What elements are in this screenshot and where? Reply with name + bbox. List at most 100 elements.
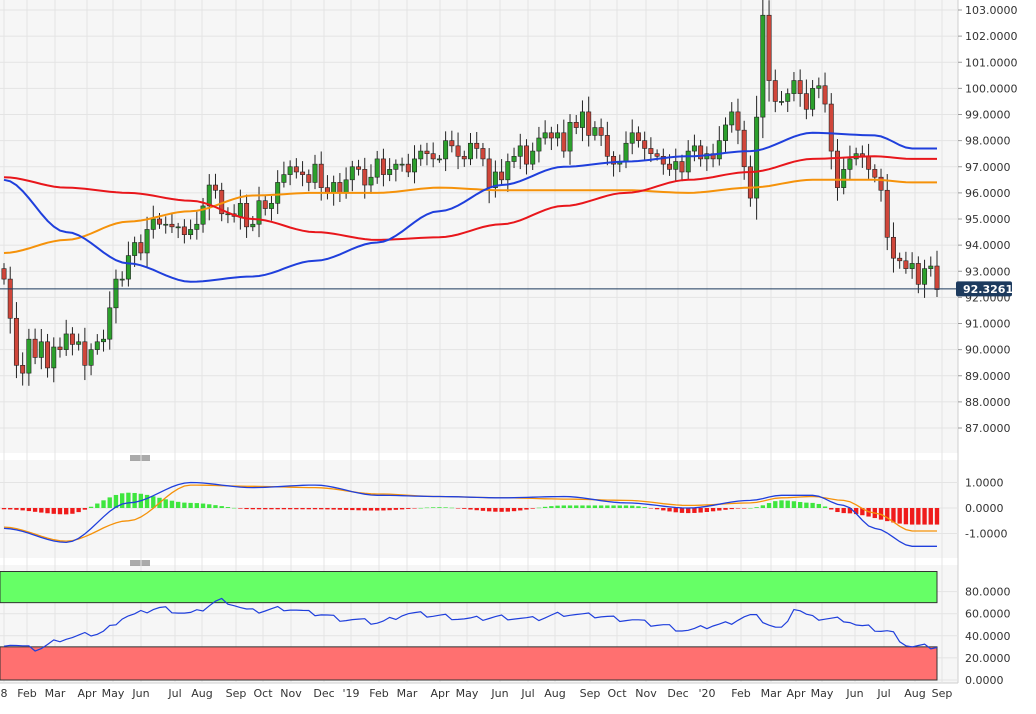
rsi-tick-label: 40.0000 [965, 630, 1011, 643]
fast-ma-line [3, 131, 937, 283]
macd-histogram-bar [891, 508, 896, 523]
rsi-line [3, 597, 938, 652]
candle-up [387, 169, 393, 175]
candle-down [878, 176, 884, 191]
macd-histogram-bar [399, 508, 405, 510]
macd-histogram-bar [810, 502, 815, 508]
macd-histogram-bar [263, 508, 268, 510]
candle-up [150, 218, 156, 230]
x-tick-label: '19 [342, 687, 359, 700]
macd-histogram-bar [287, 508, 293, 510]
macd-histogram-bar [300, 508, 305, 510]
macd-histogram-bar [95, 503, 100, 508]
candle-down [138, 242, 144, 254]
candle-up [579, 111, 585, 128]
macd-histogram-bar [20, 508, 25, 511]
macd-histogram-bar [642, 507, 647, 508]
candle-up [567, 122, 573, 152]
candle-down [461, 156, 467, 160]
candle-up [88, 349, 94, 366]
candle-down [486, 158, 492, 188]
macd-histogram-bar [431, 507, 436, 508]
candle-up [94, 341, 100, 350]
macd-histogram-bar [113, 494, 119, 508]
macd-histogram-bar [499, 508, 504, 512]
candle-up [517, 145, 523, 157]
candle-down [747, 166, 753, 199]
macd-histogram-bar [32, 508, 38, 512]
macd-layer [1, 481, 940, 547]
macd-histogram-bar [493, 508, 498, 512]
candle-up [63, 333, 69, 350]
candle-up [399, 163, 405, 166]
macd-histogram-bar [225, 507, 231, 508]
candle-up [779, 101, 784, 103]
candle-up [343, 179, 349, 194]
macd-histogram-bar [561, 505, 566, 508]
macd-histogram-bar [343, 508, 349, 510]
macd-histogram-bar [144, 494, 150, 508]
candle-up [368, 176, 374, 186]
candle-up [436, 158, 442, 161]
macd-histogram-bar [468, 508, 473, 510]
candle-up [592, 127, 598, 136]
macd-histogram-bar [26, 508, 32, 512]
macd-histogram-bar [126, 492, 131, 508]
y-tick-label: 95.0000 [965, 213, 1011, 226]
macd-histogram-bar [766, 503, 772, 508]
candle-down [934, 265, 940, 290]
macd-histogram-bar [437, 507, 442, 508]
macd-histogram-bar [424, 507, 430, 509]
candle-down [430, 153, 436, 160]
macd-histogram-bar [51, 508, 56, 514]
macd-histogram-bar [462, 508, 467, 509]
candle-up [443, 140, 449, 160]
macd-histogram-bar [76, 508, 81, 513]
macd-histogram-bar [742, 508, 747, 509]
macd-histogram-bar [14, 508, 19, 510]
candle-down [772, 80, 778, 102]
macd-histogram-bar [64, 508, 69, 515]
candle-up [51, 346, 57, 369]
macd-histogram-bar [710, 508, 716, 512]
macd-histogram-bar [785, 500, 790, 508]
candle-down [648, 148, 654, 154]
macd-histogram-bar [455, 508, 461, 509]
x-tick-label: Mar [761, 687, 782, 700]
macd-histogram-bar [356, 508, 361, 511]
macd-histogram-bar [524, 508, 529, 510]
macd-histogram-bar [804, 502, 809, 508]
candle-up [206, 184, 212, 207]
macd-resize-handle[interactable] [130, 455, 150, 461]
macd-histogram-bar [219, 506, 224, 508]
macd-histogram-bar [885, 508, 890, 522]
candle-down [405, 163, 411, 173]
candle-up [256, 200, 262, 225]
medium-ma-line [3, 155, 937, 241]
x-tick-label: Dec [313, 687, 334, 700]
y-tick-label: 97.0000 [965, 161, 1011, 174]
macd-histogram-bar [82, 508, 88, 510]
macd-histogram-bar [480, 508, 486, 511]
candle-down [803, 93, 809, 110]
macd-histogram-bar [835, 508, 840, 513]
rsi-resize-handle[interactable] [130, 560, 150, 566]
candle-up [623, 142, 629, 162]
candle-down [872, 169, 878, 178]
x-tick-label: Jul [167, 687, 181, 700]
macd-histogram-bar [630, 505, 635, 508]
candle-down [735, 111, 741, 131]
x-tick-label: Feb [731, 687, 750, 700]
candle-down [866, 156, 872, 170]
candle-up [505, 161, 511, 181]
x-tick-label: Nov [635, 687, 657, 700]
candle-down [524, 145, 529, 165]
macd-histogram-bar [611, 505, 616, 508]
candle-down [449, 140, 455, 147]
macd-histogram-bar [518, 508, 523, 511]
macd-histogram-bar [306, 508, 311, 510]
macd-histogram-bar [132, 492, 137, 508]
y-tick-label: 89.0000 [965, 370, 1011, 383]
candle-down [667, 163, 673, 170]
candle-down [262, 200, 268, 209]
